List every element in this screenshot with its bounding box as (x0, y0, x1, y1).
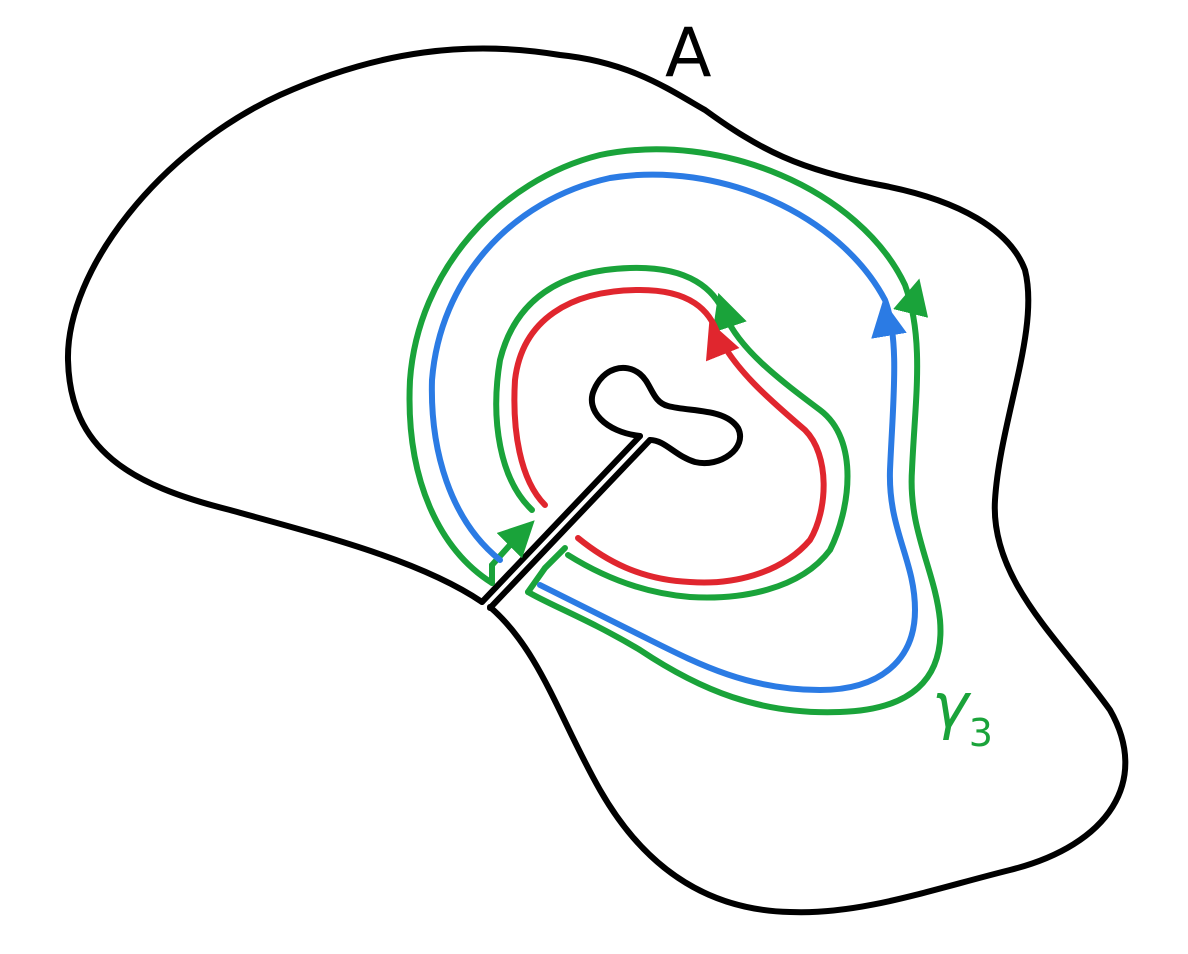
green-outer-arrow-entry (489, 520, 535, 586)
green-outer-arrow-top (893, 278, 929, 318)
region-a-label: A (665, 14, 712, 93)
gamma-subscript: 3 (968, 711, 993, 756)
red-arrow (705, 321, 740, 362)
cut-line-upper (479, 433, 643, 605)
green-outer-contour (406, 146, 944, 716)
green-outer-arrow-exit (525, 545, 568, 595)
gamma-3-label: γ3 (932, 675, 993, 753)
blue-outer-loop (428, 171, 918, 693)
red-inner-loop (511, 287, 827, 586)
gamma-symbol: γ (932, 669, 969, 742)
inner-hole (588, 364, 743, 467)
green-inner-arrow (712, 292, 747, 333)
cut-line-lower (487, 437, 653, 611)
region-a-boundary (64, 45, 1129, 916)
blue-arrow (871, 300, 907, 339)
green-inner-contour (493, 264, 851, 601)
